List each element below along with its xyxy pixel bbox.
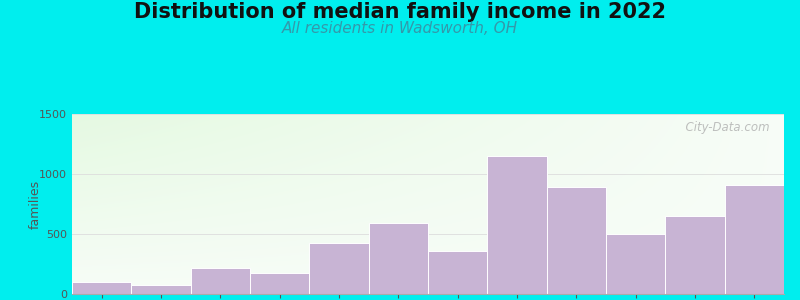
Bar [546, 187, 606, 294]
Bar [666, 216, 725, 294]
Bar [310, 243, 369, 294]
Bar [606, 234, 666, 294]
Bar [190, 268, 250, 294]
Text: City-Data.com: City-Data.com [678, 121, 770, 134]
Bar [250, 273, 310, 294]
Bar [487, 156, 546, 294]
Text: Distribution of median family income in 2022: Distribution of median family income in … [134, 2, 666, 22]
Bar [428, 251, 487, 294]
Text: All residents in Wadsworth, OH: All residents in Wadsworth, OH [282, 21, 518, 36]
Bar [72, 282, 131, 294]
Bar [131, 285, 190, 294]
Bar [369, 223, 428, 294]
Bar [725, 185, 784, 294]
Y-axis label: families: families [29, 179, 42, 229]
